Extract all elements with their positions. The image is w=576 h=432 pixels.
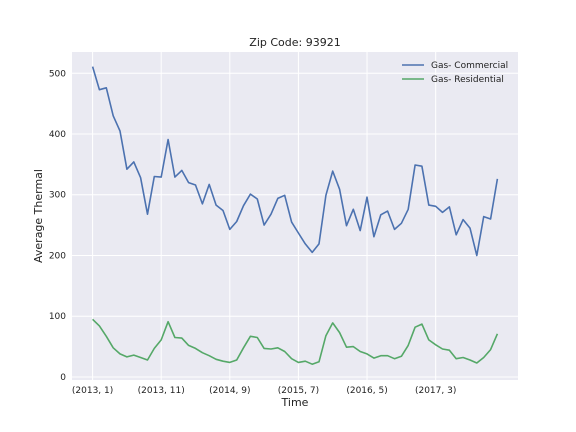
series-line-gas-residential bbox=[92, 318, 499, 366]
tick-labels: 0 100 200 300 400 500 (2013, 1) (2013, 11) (2014… bbox=[49, 69, 457, 396]
legend: Gas- Commercial Gas- Residential bbox=[402, 61, 508, 85]
x-tick-label: (2013, 1) bbox=[72, 386, 113, 396]
legend-label-gas-commercial: Gas- Commercial bbox=[431, 61, 508, 71]
x-axis-label: Time bbox=[281, 396, 309, 409]
series-line-gas-commercial bbox=[91, 66, 499, 257]
x-tick-label: (2017, 3) bbox=[415, 386, 456, 396]
series-lines bbox=[91, 66, 499, 366]
chart-title: Zip Code: 93921 bbox=[249, 36, 340, 49]
legend-label-gas-residential: Gas- Residential bbox=[431, 75, 504, 85]
x-tick-label: (2015, 7) bbox=[278, 386, 319, 396]
y-axis-label: Average Thermal bbox=[32, 169, 45, 263]
y-tick-label: 400 bbox=[49, 130, 66, 140]
y-tick-label: 500 bbox=[49, 69, 66, 79]
x-tick-label: (2013, 11) bbox=[138, 386, 185, 396]
y-tick-label: 300 bbox=[49, 191, 66, 201]
x-tick-label: (2014, 9) bbox=[209, 386, 250, 396]
y-tick-label: 0 bbox=[60, 373, 66, 383]
x-tick-label: (2016, 5) bbox=[346, 386, 387, 396]
grid-lines bbox=[72, 52, 518, 380]
plot-area bbox=[72, 52, 518, 380]
y-tick-label: 100 bbox=[49, 312, 66, 322]
y-tick-label: 200 bbox=[49, 251, 66, 261]
